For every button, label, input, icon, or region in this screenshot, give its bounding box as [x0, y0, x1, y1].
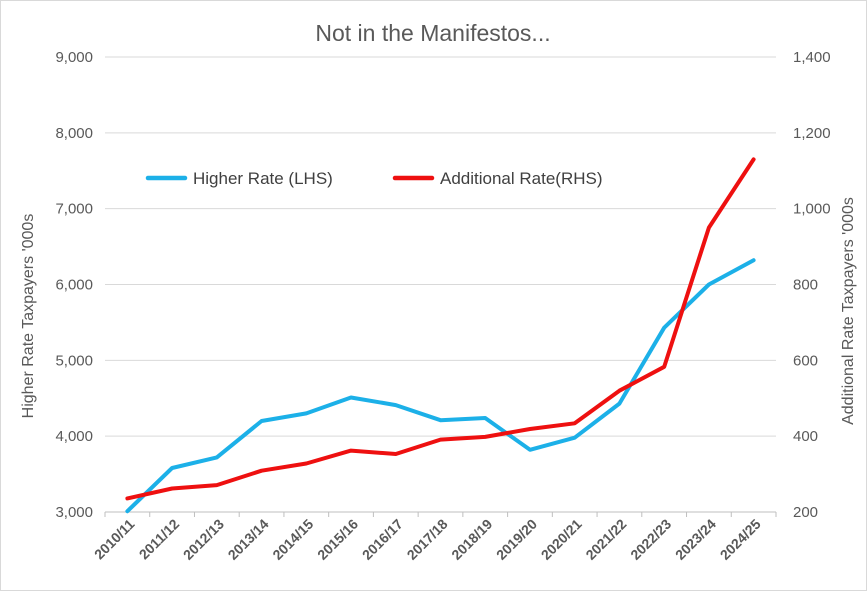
left-axis-ticks: 3,000 4,000 5,000 6,000 7,000 8,000 9,000 — [55, 49, 93, 521]
right-axis-ticks: 200 400 600 800 1,000 1,200 1,400 — [793, 49, 831, 521]
gridlines — [105, 56, 776, 513]
x-tick-label: 2024/25 — [717, 516, 764, 563]
x-tick-label: 2023/24 — [672, 516, 719, 563]
left-axis-label: Higher Rate Taxpayers '000s — [20, 214, 37, 419]
x-tick-label: 2018/19 — [448, 516, 495, 563]
x-tick-label: 2021/22 — [582, 516, 629, 563]
right-tick-label: 1,000 — [793, 201, 831, 218]
x-tick-label: 2016/17 — [359, 516, 406, 563]
legend: Higher Rate (LHS) Additional Rate(RHS) — [145, 169, 603, 188]
x-tick-label: 2013/14 — [225, 516, 272, 563]
left-tick-label: 8,000 — [55, 125, 93, 142]
left-tick-label: 7,000 — [55, 201, 93, 218]
series-line-additional-rate — [125, 157, 756, 501]
right-tick-label: 1,400 — [793, 49, 831, 66]
x-tick-label: 2022/23 — [627, 516, 674, 563]
x-tick-label: 2011/12 — [136, 516, 183, 563]
left-tick-label: 9,000 — [55, 49, 93, 66]
left-tick-label: 6,000 — [55, 277, 93, 294]
x-tick-label: 2010/11 — [91, 516, 138, 563]
legend-label-higher-rate: Higher Rate (LHS) — [193, 169, 333, 188]
x-tick-label: 2017/18 — [404, 516, 451, 563]
x-tick-label: 2014/15 — [269, 516, 316, 563]
x-tick-label: 2015/16 — [314, 516, 361, 563]
x-tick-label: 2020/21 — [538, 516, 585, 563]
right-tick-label: 200 — [793, 504, 818, 521]
chart-title: Not in the Manifestos... — [315, 20, 550, 46]
left-tick-label: 5,000 — [55, 352, 93, 369]
left-tick-label: 3,000 — [55, 504, 93, 521]
series-line-higher-rate — [125, 258, 756, 514]
right-tick-label: 600 — [793, 352, 818, 369]
right-tick-label: 400 — [793, 428, 818, 445]
x-tick-label: 2012/13 — [180, 516, 227, 563]
right-tick-label: 800 — [793, 277, 818, 294]
x-tick-label: 2019/20 — [493, 516, 540, 563]
right-tick-label: 1,200 — [793, 125, 831, 142]
x-axis-ticks: 2010/112011/122012/132013/142014/152015/… — [91, 512, 777, 563]
series-lines — [125, 157, 756, 514]
right-axis-label: Additional Rate Taxpayers '000s — [840, 197, 857, 425]
left-tick-label: 4,000 — [55, 428, 93, 445]
legend-label-additional-rate: Additional Rate(RHS) — [440, 169, 603, 188]
